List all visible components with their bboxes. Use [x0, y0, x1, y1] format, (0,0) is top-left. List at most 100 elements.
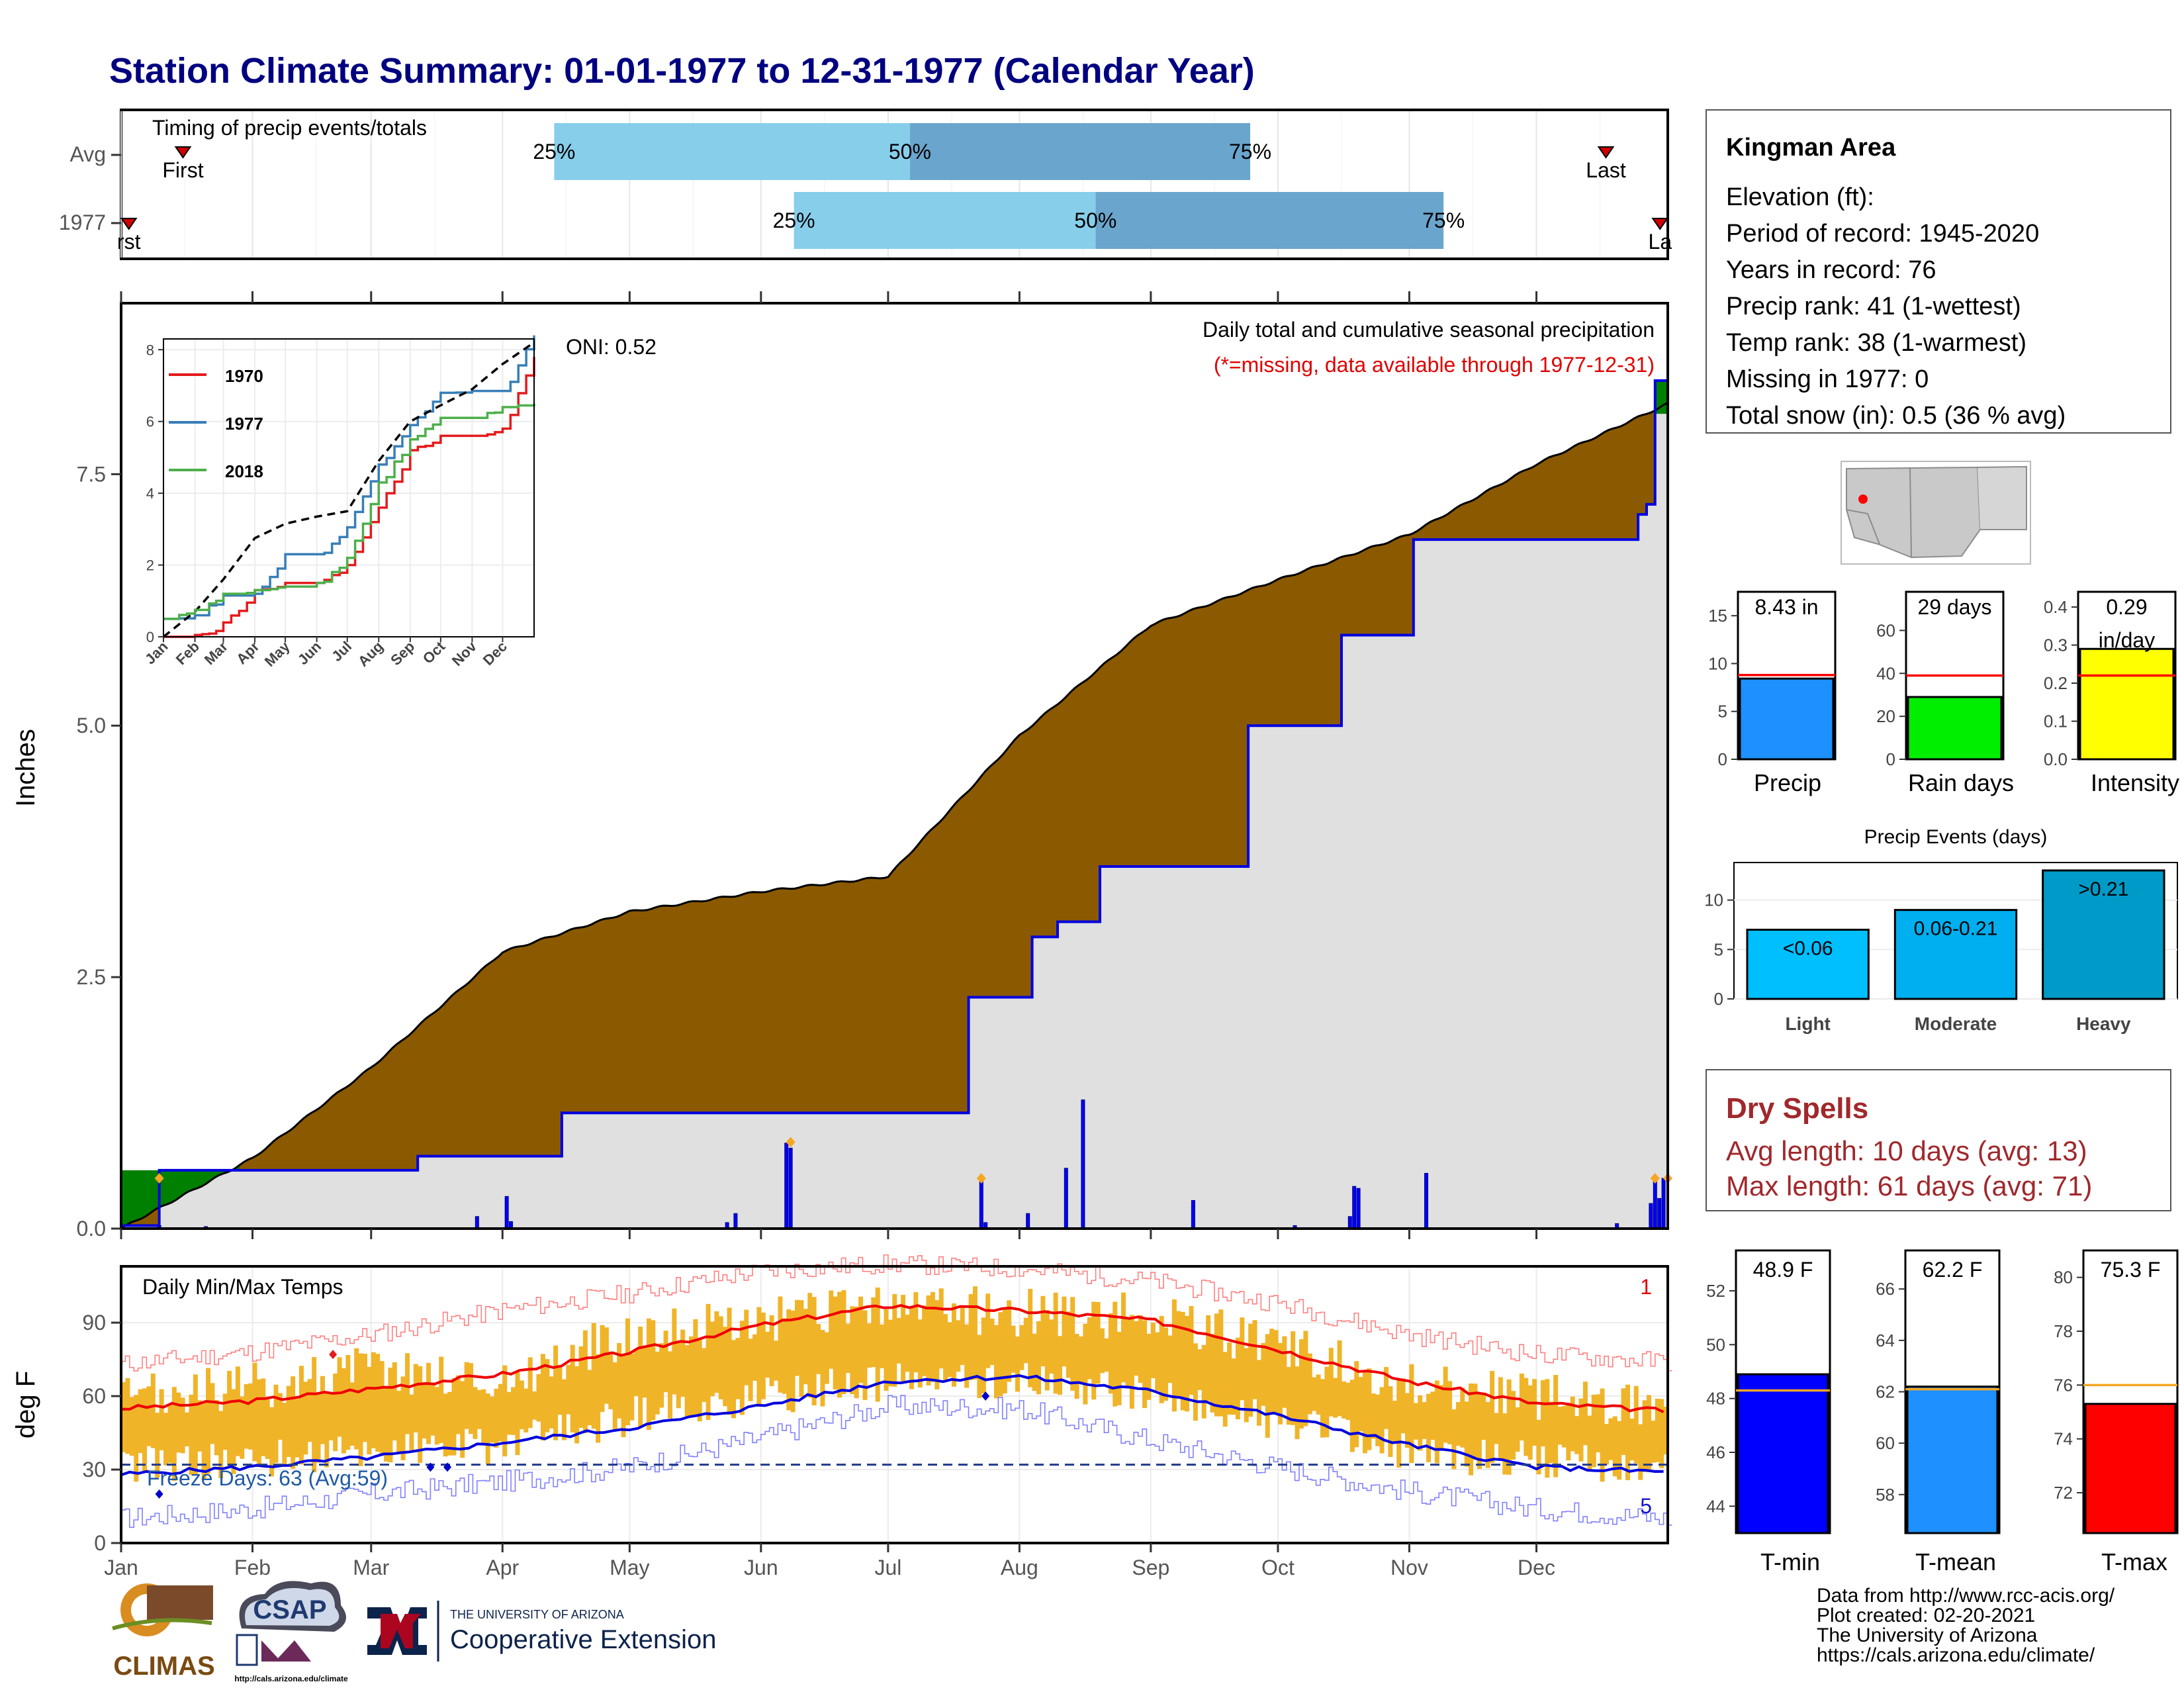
timing-pct-label: 25%: [773, 209, 815, 232]
daily-temp-bar: [578, 1346, 584, 1428]
daily-temp-bar: [617, 1342, 622, 1419]
inset-line-2018: [163, 403, 535, 620]
daily-temp-bar: [1185, 1315, 1190, 1412]
daily-temp-bar: [977, 1335, 982, 1398]
daily-temp-bar: [744, 1309, 749, 1385]
daily-temp-bar: [1261, 1342, 1266, 1406]
inset-line-1977: [163, 335, 535, 620]
daily-temp-bar: [723, 1327, 728, 1407]
tsum-bar: [2084, 1403, 2177, 1534]
month-tick-label: Aug: [1001, 1556, 1038, 1579]
daily-temp-bar: [1070, 1297, 1075, 1391]
daily-temp-bar: [1490, 1370, 1495, 1463]
tsum-bar: [1906, 1385, 1999, 1534]
dry-spells-box: Dry Spells Avg length: 10 days (avg: 13)…: [1706, 1069, 2171, 1211]
daily-temp-bar: [146, 1386, 152, 1446]
daily-temp-bar: [561, 1379, 567, 1440]
daily-temp-bar: [1113, 1301, 1118, 1407]
precip-y-axis: 0.0 2.5 5.0 7.5: [77, 291, 1538, 1241]
daily-temp-bar: [455, 1375, 461, 1434]
daily-temp-bar: [693, 1319, 698, 1415]
tsum-tick-label: 62: [1876, 1382, 1895, 1402]
daily-temp-bar: [968, 1294, 974, 1381]
temp-lines: [120, 1254, 1672, 1528]
daily-temp-bar: [1379, 1387, 1385, 1454]
daily-temp-bar: [1176, 1311, 1181, 1398]
daily-temp-bar: [523, 1388, 529, 1432]
tsum-tick-label: 50: [1706, 1335, 1725, 1354]
daily-temp-bar: [930, 1291, 935, 1382]
tsum-tick-label: 60: [1876, 1433, 1895, 1453]
daily-temp-bar: [993, 1325, 999, 1399]
daily-temp-bar: [1519, 1373, 1524, 1441]
daily-temp-bar: [447, 1391, 453, 1456]
daily-temp-bar: [752, 1334, 758, 1381]
daily-precip-bar: [504, 1196, 509, 1229]
daily-temp-bar: [1108, 1313, 1113, 1394]
footer-line-3: The University of Arizona: [1817, 1624, 2038, 1646]
timing-pct-label: 75%: [1422, 209, 1465, 232]
daily-temp-bar: [1574, 1416, 1580, 1454]
tsum-label-tmax: T-max: [2101, 1548, 2167, 1575]
daily-temp-bar: [1422, 1402, 1427, 1439]
daily-temp-bar: [1235, 1337, 1240, 1420]
daily-temp-bar: [778, 1296, 783, 1393]
psum-tick-label: 0: [1718, 749, 1727, 769]
pevents-tick-label: 5: [1714, 939, 1723, 959]
daily-temp-bar: [774, 1340, 779, 1381]
daily-temp-bar: [307, 1379, 312, 1442]
daily-temp-bar: [1524, 1378, 1529, 1456]
daily-temp-bar: [1561, 1405, 1567, 1448]
month-tick-label: Dec: [1518, 1556, 1555, 1579]
daily-temp-bar: [1617, 1421, 1622, 1480]
psum-tick-label: 0.4: [2044, 597, 2068, 617]
daily-temp-bar: [1460, 1387, 1465, 1448]
daily-temp-bar: [371, 1352, 376, 1448]
daily-precip-bar: [1657, 1197, 1662, 1229]
daily-temp-bar: [887, 1319, 893, 1387]
daily-temp-bar: [303, 1382, 308, 1455]
daily-temp-bar: [1163, 1327, 1169, 1401]
daily-temp-bar: [443, 1393, 448, 1457]
temp-record-marker: [981, 1391, 990, 1401]
daily-temp-bar: [964, 1324, 970, 1388]
temp-record-marker: [329, 1350, 338, 1360]
daily-temp-bar: [473, 1387, 478, 1439]
daily-temp-bar: [909, 1306, 914, 1389]
record-high-count: 1: [1640, 1275, 1652, 1299]
daily-temp-bar: [1286, 1367, 1291, 1425]
daily-temp-bar: [163, 1413, 169, 1466]
daily-precip-bar: [1424, 1172, 1429, 1229]
temp-y-tick-label: 0: [94, 1531, 106, 1555]
pevents-category-label: Moderate: [1915, 1013, 1997, 1034]
page-title: Station Climate Summary: 01-01-1977 to 1…: [109, 51, 1255, 91]
precip-y-tick-label: 7.5: [77, 462, 106, 486]
precip-summary-bars: Precip Rain days Intensity 0 5 10 15 8.43 in…: [1708, 590, 2179, 796]
footer-line-2: Plot created: 02-20-2021: [1817, 1605, 2035, 1626]
inset-y-tick-label: 0: [146, 629, 154, 645]
inset-line-1970: [163, 357, 535, 638]
daily-temp-bar: [265, 1399, 270, 1460]
daily-temp-bar: [333, 1373, 338, 1452]
daily-temp-bar: [981, 1317, 986, 1394]
daily-temp-bar: [477, 1389, 482, 1429]
daily-temp-bar: [1392, 1401, 1397, 1444]
daily-temp-bar: [1227, 1342, 1232, 1415]
daily-temp-bar: [1167, 1335, 1173, 1383]
daily-temp-bar: [231, 1389, 236, 1474]
daily-temp-bar: [1104, 1338, 1109, 1372]
daily-temp-bar: [464, 1362, 469, 1429]
month-tick-label: Oct: [1261, 1556, 1295, 1579]
daily-temp-bar: [129, 1397, 134, 1456]
daily-temp-bar: [811, 1297, 817, 1406]
daily-temp-bar: [218, 1411, 224, 1478]
psum-tick-label: 0.2: [2044, 673, 2068, 693]
csap-logo-text: CSAP: [253, 1595, 326, 1624]
daily-temp-bar: [214, 1400, 219, 1456]
precip-y-label: Inches: [11, 729, 40, 807]
timing-label: Timing of precip events/totals: [152, 116, 427, 140]
daily-temp-bar: [511, 1387, 516, 1435]
daily-temp-bar: [862, 1310, 868, 1400]
daily-temp-bar: [866, 1323, 872, 1368]
station-info-box: Kingman Area Elevation (ft): Period of r…: [1706, 109, 2171, 434]
